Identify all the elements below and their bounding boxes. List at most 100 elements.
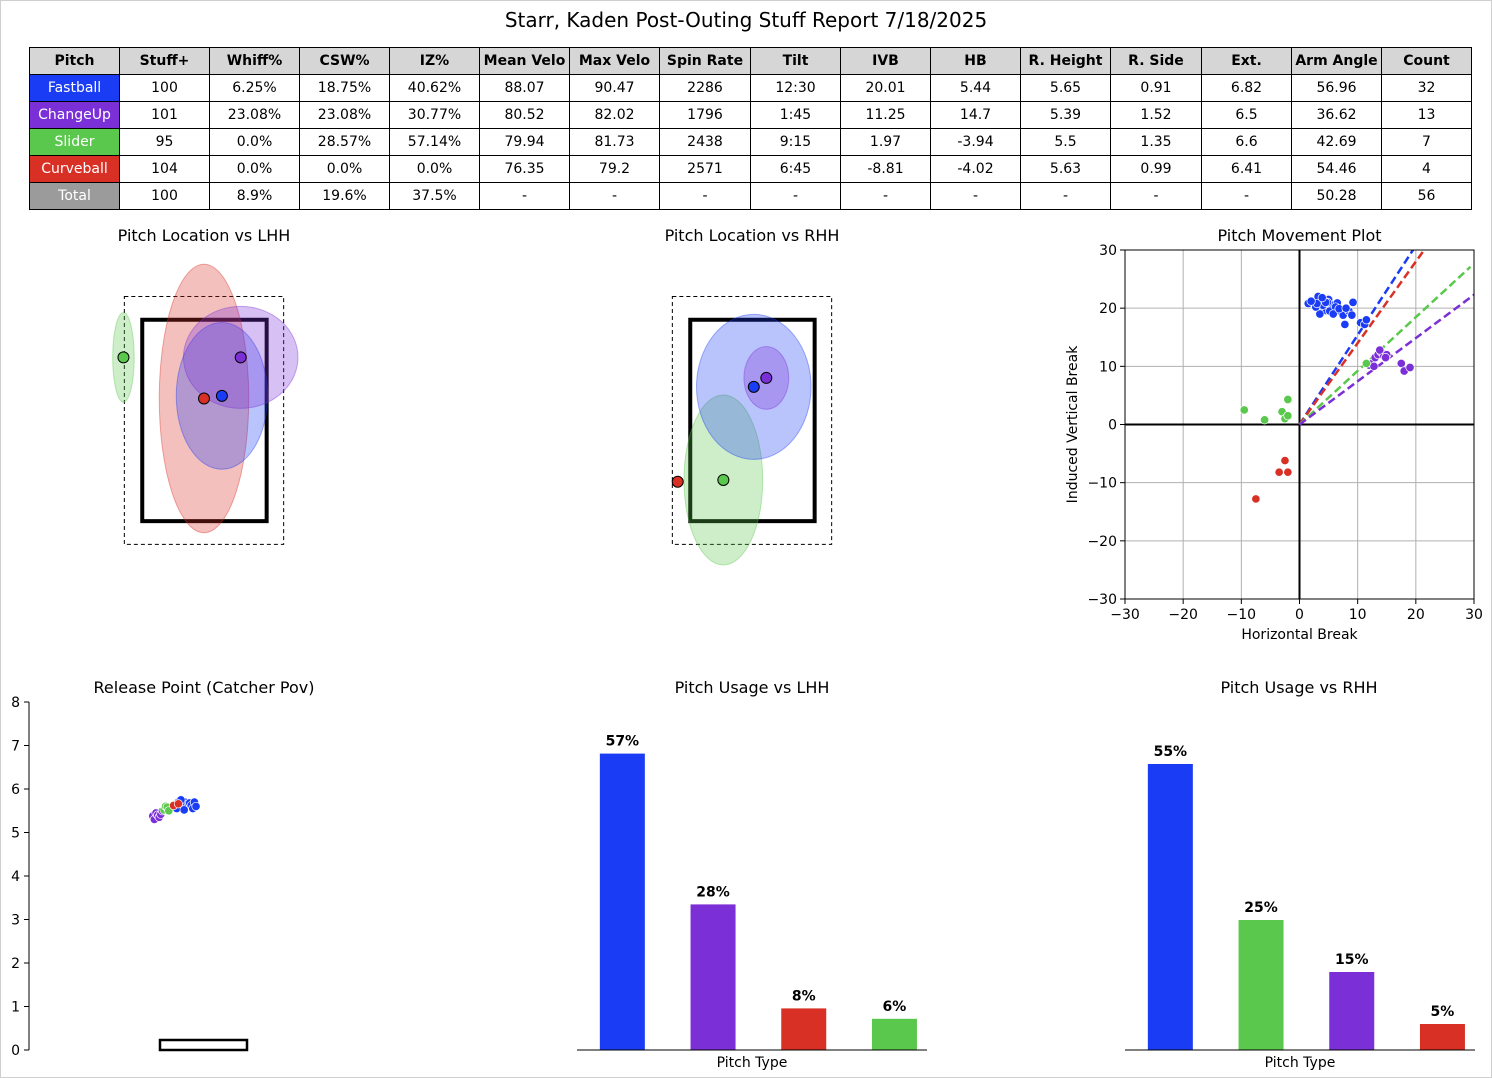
table-cell: 6.6 (1201, 128, 1292, 156)
table-cell: 1.97 (840, 128, 931, 156)
table-cell: 2286 (659, 74, 751, 102)
changeup-mean-point (760, 371, 773, 384)
table-cell: 6.25% (209, 74, 300, 102)
chart-title-location-lhh: Pitch Location vs LHH (117, 226, 291, 245)
table-cell: 6:45 (750, 155, 841, 183)
table-row: Fastball 100 6.25% 18.75% 40.62% 88.07 90.47 22… (29, 74, 1472, 102)
fastball-mean-point (215, 389, 228, 402)
curveball-movement-point (1280, 456, 1290, 466)
changeup-movement-point (1369, 361, 1379, 371)
column-header-csw-: CSW% (299, 47, 390, 75)
curveball-movement-point (1274, 467, 1284, 477)
curveball-usage-bar (781, 1008, 827, 1050)
y-tick-label: −10 (1087, 476, 1117, 492)
y-axis-label: Induced Vertical Break (1065, 345, 1081, 504)
table-cell: 100 (119, 182, 210, 210)
fastball-usage-bar (599, 753, 645, 1050)
table-cell: 0.0% (299, 155, 390, 183)
x-tick-label: 10 (1349, 607, 1367, 623)
curveball-usage-label: 8% (792, 988, 816, 1004)
y-tick-label: 20 (1099, 301, 1117, 317)
y-tick-label: 8 (11, 695, 20, 711)
x-tick-label: 20 (1407, 607, 1425, 623)
column-header-pitch: Pitch (29, 47, 120, 75)
location-rhh-chart (671, 295, 833, 566)
x-tick-label: −20 (1168, 607, 1198, 623)
table-row: Slider 95 0.0% 28.57% 57.14% 79.94 81.73 2438 9:… (29, 128, 1472, 156)
y-tick-label: 1 (11, 1000, 20, 1016)
table-cell: 56.96 (1291, 74, 1382, 102)
changeup-arm-angle-line (1298, 293, 1474, 426)
fastball-arm-angle-line (1298, 250, 1415, 426)
usage-lhh-chart: 57% 28% 8% 6% Pitch Type (577, 734, 927, 1071)
table-cell: 23.08% (299, 101, 390, 129)
table-cell: -8.81 (840, 155, 931, 183)
table-cell: - (1020, 182, 1111, 210)
table-body: Fastball 100 6.25% 18.75% 40.62% 88.07 90.47 22… (29, 74, 1472, 210)
table-row: ChangeUp 101 23.08% 23.08% 30.77% 80.52 82.02 1… (29, 101, 1472, 129)
table-cell: 6.41 (1201, 155, 1292, 183)
table-cell: 42.69 (1291, 128, 1382, 156)
fastball-release-point (191, 801, 201, 811)
table-cell: - (569, 182, 660, 210)
changeup-usage-label: 15% (1335, 952, 1369, 968)
table-cell: 0.91 (1110, 74, 1202, 102)
column-header-hb: HB (930, 47, 1021, 75)
slider-arm-angle-line (1298, 265, 1472, 426)
chart-title-release: Release Point (Catcher Pov) (93, 678, 315, 697)
table-cell: 57.14% (389, 128, 480, 156)
slider-usage-bar (871, 1018, 917, 1050)
chart-title-usage-lhh: Pitch Usage vs LHH (674, 678, 830, 697)
table-header-row: Pitch Stuff+ Whiff% CSW% IZ% Mean Velo Max Vel… (29, 47, 1472, 75)
fastball-usage-label: 57% (606, 734, 640, 750)
table-cell: 37.5% (389, 182, 480, 210)
table-cell: 0.0% (209, 155, 300, 183)
y-tick-label: 4 (11, 869, 20, 885)
table-cell: 40.62% (389, 74, 480, 102)
table-cell: 36.62 (1291, 101, 1382, 129)
changeup-usage-bar (1329, 972, 1375, 1050)
y-tick-label: 3 (11, 913, 20, 929)
table-cell: 80.52 (479, 101, 570, 129)
column-header-r-height: R. Height (1020, 47, 1111, 75)
y-tick-label: 30 (1099, 243, 1117, 259)
location-lhh-chart (112, 263, 299, 545)
fastball-movement-point (1306, 296, 1316, 306)
table-cell: 18.75% (299, 74, 390, 102)
x-axis-label: Horizontal Break (1241, 627, 1358, 643)
table-cell: 11.25 (840, 101, 931, 129)
table-cell: 95 (119, 128, 210, 156)
table-cell: 4 (1381, 155, 1472, 183)
column-header-ivb: IVB (840, 47, 931, 75)
slider-usage-label: 6% (883, 999, 907, 1015)
table-cell: -4.02 (930, 155, 1021, 183)
arm-angle-lines (1298, 250, 1474, 426)
table-cell: 19.6% (299, 182, 390, 210)
curveball-movement-point (1283, 467, 1293, 477)
table-cell: 20.01 (840, 74, 931, 102)
table-row: Total 100 8.9% 19.6% 37.5% - - - - - - - - -50.28 56 (29, 182, 1472, 210)
curveball-release-point (173, 799, 183, 809)
y-tick-label: 5 (11, 826, 20, 842)
table-cell: 5.65 (1020, 74, 1111, 102)
table-cell: 0.0% (209, 128, 300, 156)
column-header-arm-angle: Arm Angle (1291, 47, 1382, 75)
table-cell: 7 (1381, 128, 1472, 156)
column-header-spin-rate: Spin Rate (659, 47, 751, 75)
slider-movement-point (1283, 394, 1293, 405)
x-axis-label: Pitch Type (1265, 1055, 1336, 1071)
x-tick-label: 0 (1295, 607, 1304, 623)
table-cell: 0.0% (389, 155, 480, 183)
table-cell: 101 (119, 101, 210, 129)
table-cell: 12:30 (750, 74, 841, 102)
y-tick-label: 0 (1108, 418, 1117, 434)
table-cell: 9:15 (750, 128, 841, 156)
column-header-max-velo: Max Velo (569, 47, 660, 75)
curveball-arm-angle-line (1298, 250, 1426, 426)
x-tick-label: 30 (1465, 607, 1483, 623)
strike-zone (688, 317, 817, 524)
table-cell: 5.44 (930, 74, 1021, 102)
pitch-name-cell: Curveball (29, 155, 120, 183)
slider-movement-point (1260, 415, 1270, 425)
fastball-usage-bar (1147, 764, 1193, 1050)
